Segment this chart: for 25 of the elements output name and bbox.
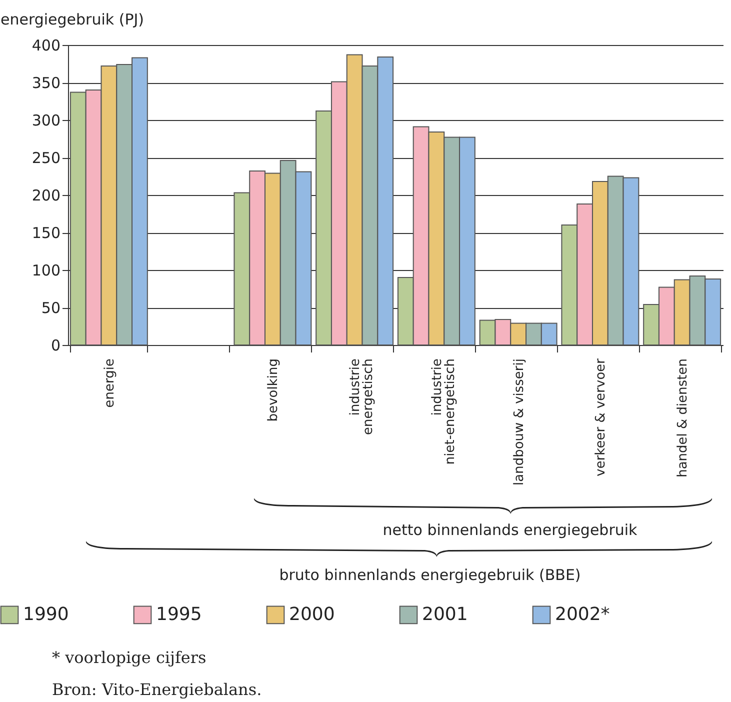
x-tick-label: handel & diensten	[676, 358, 691, 478]
y-tick-label: 400	[32, 36, 60, 54]
y-tick-label: 100	[32, 262, 60, 280]
y-tick-label: 200	[32, 186, 60, 204]
text: netto binnenlands energiegebruik	[382, 521, 638, 539]
y-tick-label: 350	[32, 74, 60, 92]
x-tick-label: bevolking	[266, 358, 282, 422]
legend-label: 1990	[23, 604, 69, 625]
x-tick-label: industrie energetisch	[348, 358, 376, 435]
y-axis-title: energiegebruik (PJ)	[0, 10, 144, 28]
x-tick-label: landbouw & visserij	[512, 358, 527, 486]
text: bruto binnenlands energiegebruik (BBE)	[279, 566, 581, 584]
x-tick-label: verkeer & vervoer	[594, 358, 609, 476]
y-tick-label: 50	[41, 299, 60, 317]
legend-label: 2002*	[555, 604, 610, 625]
y-tick-label: 0	[50, 336, 60, 354]
y-tick-label: 300	[32, 112, 60, 130]
legend-label: 2001	[422, 604, 468, 625]
y-tick-label: 250	[32, 149, 60, 167]
text: * voorlopige cijfers	[52, 648, 206, 667]
y-tick-label: 150	[32, 224, 60, 242]
legend-label: 2000	[289, 604, 335, 625]
legend-label: 1995	[156, 604, 202, 625]
text: Bron: Vito-Energiebalans.	[52, 680, 262, 699]
x-tick-label: energie	[102, 358, 118, 408]
